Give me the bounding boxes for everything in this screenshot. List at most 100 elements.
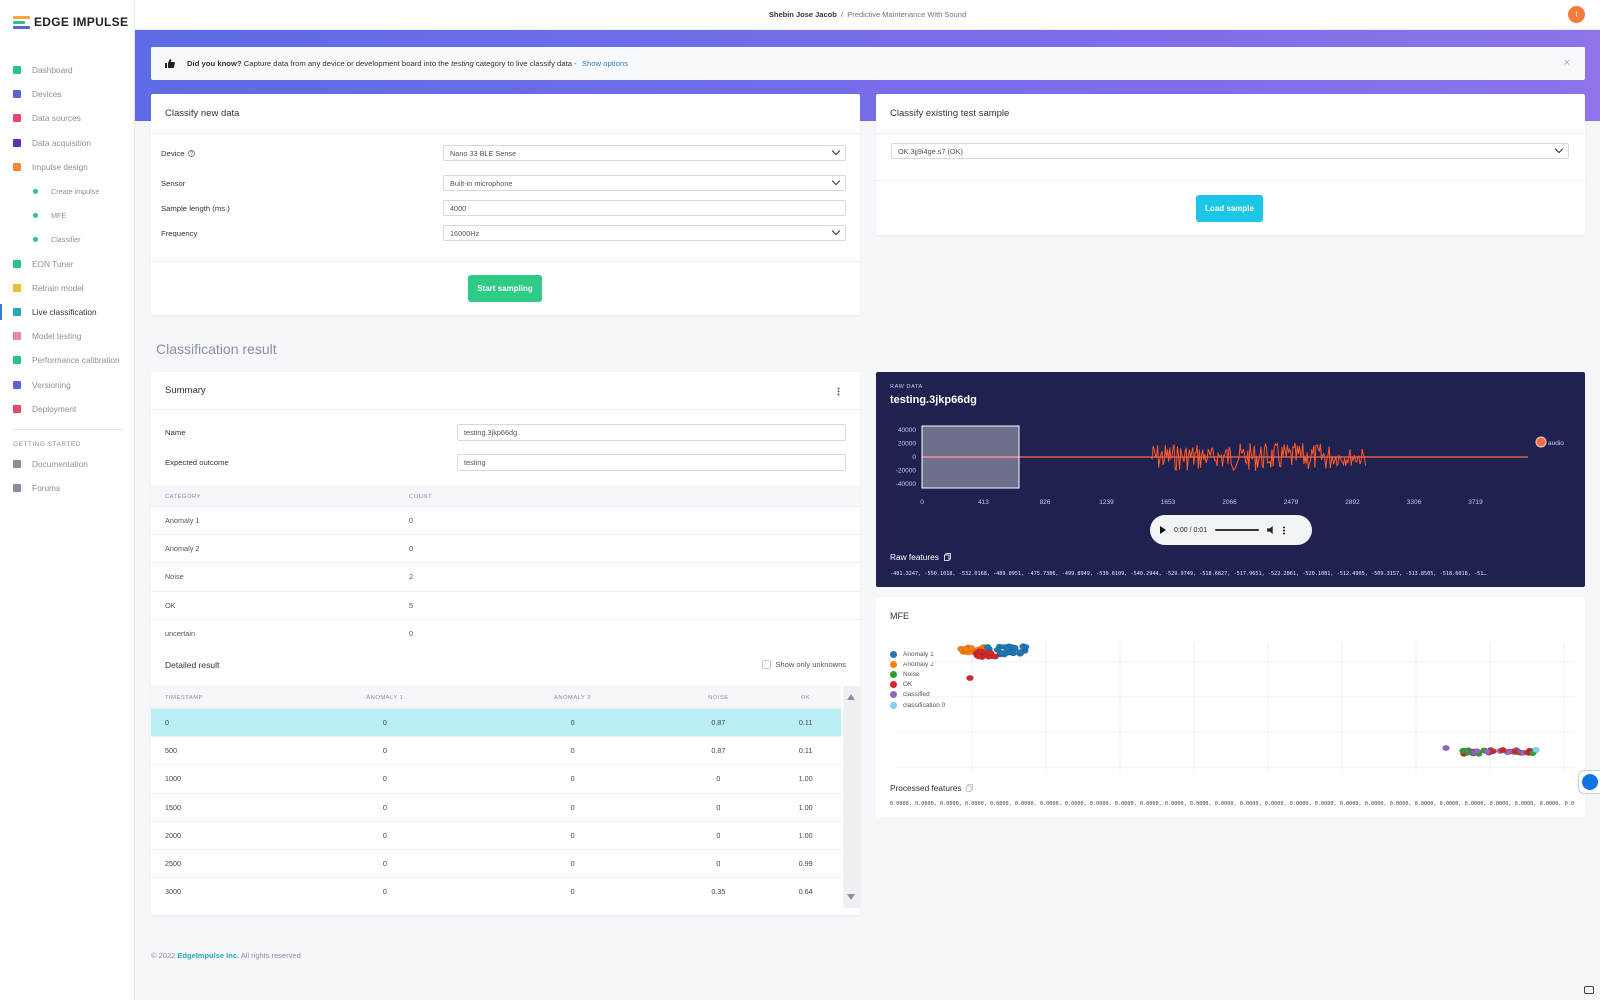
classified-point	[1442, 744, 1450, 751]
show-only-unknowns[interactable]: Show only unknowns	[761, 660, 846, 669]
scroll-down-icon[interactable]	[847, 894, 855, 900]
banner-close-icon[interactable]: ×	[1563, 57, 1570, 69]
frequency-select[interactable]: 16000Hz	[443, 225, 846, 241]
name-input[interactable]: testing.3jkp66dg	[457, 424, 846, 441]
category-cell: OK	[151, 590, 409, 620]
sidebar-item-performance-calibration[interactable]: Performance calibration	[0, 348, 135, 372]
table-row[interactable]: 2500 0 0 0 0.99	[151, 848, 841, 878]
category-header: CATEGORY	[151, 486, 409, 507]
sidebar-item-classifier[interactable]: Classifier	[0, 227, 135, 251]
sidebar-item-label: Dashboard	[32, 65, 73, 76]
table-row[interactable]: 1000 0 0 0 1.00	[151, 764, 841, 794]
sidebar-item-eon-tuner[interactable]: EON Tuner	[0, 252, 135, 276]
anomaly-1-point	[1011, 645, 1019, 652]
sidebar-item-create-impulse[interactable]: Create impulse	[0, 179, 135, 203]
sidebar-item-data-sources[interactable]: Data sources	[0, 106, 135, 130]
branch-icon	[13, 380, 21, 389]
legend-item[interactable]: Noise	[890, 669, 945, 679]
x-tick-label: 2479	[1284, 499, 1299, 506]
show-options-link[interactable]: Show options	[581, 59, 628, 68]
more-options-icon[interactable]	[837, 387, 840, 396]
more-icon[interactable]	[1283, 525, 1286, 535]
package-icon	[13, 404, 21, 413]
load-sample-button[interactable]: Load sample	[1196, 195, 1263, 222]
sidebar-item-devices[interactable]: Devices	[0, 82, 135, 106]
unknowns-checkbox[interactable]	[761, 660, 771, 669]
copy-icon[interactable]	[966, 784, 974, 792]
test-sample-select[interactable]: OK.3jj9i4ge.s7 (OK)	[891, 143, 1569, 159]
help-icon[interactable]: ?	[187, 149, 195, 157]
legend-item[interactable]: Anomaly 2	[890, 659, 945, 669]
logo[interactable]: EDGE IMPULSE	[13, 15, 128, 29]
selection-window[interactable]	[921, 425, 1020, 489]
detail-cell: 0	[291, 736, 479, 765]
sensor-label: Sensor	[161, 178, 186, 188]
sidebar-item-documentation[interactable]: Documentation	[0, 452, 135, 476]
detail-scrollbar[interactable]	[843, 686, 860, 908]
sidebar-item-dashboard[interactable]: Dashboard	[0, 58, 135, 82]
teamviewer-tab[interactable]	[1578, 770, 1600, 794]
sidebar-item-versioning[interactable]: Versioning	[0, 372, 135, 396]
seek-slider[interactable]	[1215, 529, 1260, 531]
raw-features-values: -481.3247, -550.1018, -532.0168, -489.09…	[890, 571, 1487, 577]
sidebar-item-retrain-model[interactable]: Retrain model	[0, 276, 135, 300]
table-row[interactable]: 500 0 0 0.87 0.11	[151, 736, 841, 765]
start-sampling-button[interactable]: Start sampling	[468, 275, 542, 302]
volume-icon[interactable]	[1267, 526, 1273, 534]
sidebar-item-model-testing[interactable]: Model testing	[0, 324, 135, 348]
legend-item[interactable]: classification 0	[890, 700, 945, 710]
unknowns-label: Show only unknowns	[775, 660, 846, 669]
count-cell: 0	[409, 505, 860, 535]
svg-text:?: ?	[190, 151, 193, 157]
banner-italic: testing	[451, 59, 474, 68]
audio-player[interactable]: 0:00 / 0:01	[1150, 515, 1312, 545]
detail-header: TIMESTAMP	[151, 686, 291, 709]
play-icon[interactable]	[1160, 526, 1166, 534]
scroll-up-icon[interactable]	[847, 694, 855, 700]
monitor-icon	[13, 66, 21, 75]
detail-cell: 0	[291, 707, 479, 737]
legend-item[interactable]: OK	[890, 680, 945, 690]
device-select[interactable]: Nano 33 BLE Sense	[443, 145, 846, 161]
sensor-select[interactable]: Built-in microphone	[443, 175, 846, 191]
user-avatar[interactable]: t	[1568, 6, 1585, 23]
table-row[interactable]: 0 0 0 0.87 0.11	[151, 707, 841, 737]
copy-icon[interactable]	[943, 553, 951, 561]
teamviewer-icon	[1581, 774, 1598, 790]
player-time: 0:00 / 0:01	[1174, 526, 1208, 534]
footer-company-link[interactable]: EdgeImpulse Inc.	[177, 951, 240, 960]
chat-icon[interactable]	[1584, 986, 1594, 994]
anomaly-1-point	[993, 646, 1002, 653]
legend-item[interactable]: classified	[890, 690, 945, 700]
chevron-down-icon	[831, 226, 841, 236]
sidebar-item-deployment[interactable]: Deployment	[0, 397, 135, 421]
sample-length-input[interactable]: 4000	[443, 200, 846, 216]
breadcrumb-user[interactable]: Shebin Jose Jacob	[768, 10, 837, 19]
expected-outcome-input[interactable]: testing	[457, 454, 846, 471]
sensor-row: Sensor Built-in microphone	[161, 175, 846, 191]
audio-legend-label: audio	[1548, 440, 1564, 447]
sidebar-item-forums[interactable]: Forums	[0, 476, 135, 500]
chevron-down-icon	[1554, 144, 1564, 154]
legend-item[interactable]: Anomaly 1	[890, 649, 945, 659]
detail-cell: 0.11	[770, 736, 841, 765]
category-cell: Noise	[151, 562, 409, 592]
sidebar-item-label: EON Tuner	[32, 258, 74, 269]
summary-title: Summary	[151, 372, 860, 410]
sidebar-item-data-acquisition[interactable]: Data acquisition	[0, 131, 135, 155]
table-row[interactable]: 1500 0 0 0 1.00	[151, 792, 841, 822]
breadcrumb-project[interactable]: Predictive Maintenance With Sound	[847, 10, 967, 19]
x-axis: 0 413 826 1239 1653 2066 2479 2892 3306 3719	[920, 499, 1483, 506]
sidebar-item-live-classification[interactable]: Live classification	[0, 300, 135, 324]
sidebar-item-mfe[interactable]: MFE	[0, 203, 135, 227]
classify-existing-title: Classify existing test sample	[876, 94, 1585, 134]
table-row[interactable]: 3000 0 0 0.35 0.64	[151, 877, 841, 906]
sidebar-item-impulse-design[interactable]: Impulse design	[0, 155, 135, 179]
detail-cell: 0	[291, 848, 479, 878]
data-sources-icon	[13, 114, 21, 123]
feature-explorer-plot[interactable]	[876, 637, 1585, 777]
table-row[interactable]: 2000 0 0 0 1.00	[151, 820, 841, 850]
waveform-chart[interactable]: 40000 20000 0 -20000 -40000 0 413 826 1239 1653 2…	[876, 422, 1585, 512]
